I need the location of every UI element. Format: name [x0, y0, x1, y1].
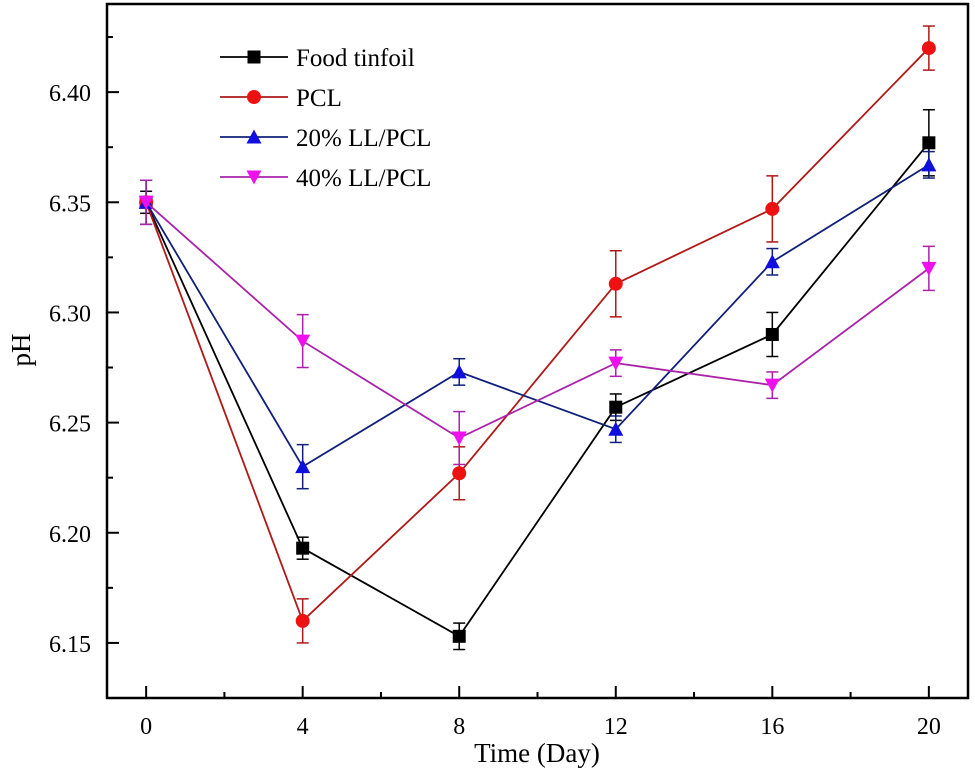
x-tick-label: 4 [297, 714, 309, 740]
series-40-ll-pcl [138, 179, 937, 466]
y-tick-label: 6.25 [49, 412, 91, 438]
data-point [451, 431, 467, 446]
x-tick-label: 0 [140, 714, 152, 740]
data-point [922, 136, 936, 150]
series-line [145, 201, 930, 440]
y-tick-label: 6.15 [49, 632, 91, 658]
data-point [451, 364, 467, 379]
series-line [145, 47, 930, 623]
x-tick-label: 8 [453, 714, 465, 740]
data-point [138, 195, 154, 210]
data-point [608, 356, 624, 371]
legend-label: 40% LL/PCL [296, 165, 431, 192]
data-point [295, 613, 310, 628]
legend-marker [247, 90, 261, 104]
series-pcl [139, 25, 936, 644]
series-line [145, 164, 930, 468]
data-point [764, 378, 780, 393]
legend-marker [247, 50, 261, 64]
x-tick-label: 20 [917, 714, 941, 740]
data-point [921, 41, 936, 56]
data-point [295, 334, 311, 349]
data-point [609, 400, 623, 414]
data-point [921, 157, 937, 172]
x-tick-label: 16 [760, 714, 784, 740]
y-tick-label: 6.35 [49, 191, 91, 217]
y-tick-label: 6.30 [49, 301, 91, 327]
data-point [765, 327, 779, 341]
legend-label: 20% LL/PCL [296, 125, 431, 152]
legend-marker [246, 170, 262, 185]
series-group [138, 25, 937, 651]
data-point [765, 201, 780, 216]
legend-label: Food tinfoil [296, 45, 415, 72]
x-tick-label: 12 [604, 714, 628, 740]
data-point [452, 466, 467, 481]
axes: 0 4 8 12 16 20 6.15 6.20 6.25 6.30 6.35 6.40 [49, 2, 970, 740]
x-axis-label: Time (Day) [474, 738, 600, 768]
data-point [921, 261, 937, 276]
legend: Food tinfoil PCL 20% LL/PCL 40% LL/PCL [220, 45, 431, 192]
data-point [296, 541, 310, 555]
y-axis-label: pH [6, 334, 36, 367]
data-point [764, 254, 780, 269]
data-point [608, 276, 623, 291]
y-tick-label: 6.40 [49, 81, 91, 107]
legend-label: PCL [296, 85, 342, 112]
data-point [452, 629, 466, 643]
data-point [295, 459, 311, 474]
data-point [608, 421, 624, 436]
series-20-ll-pcl [138, 150, 937, 490]
plot-frame [105, 2, 970, 700]
series-line [145, 142, 930, 638]
legend-marker [246, 129, 262, 144]
y-tick-label: 6.20 [49, 522, 91, 548]
